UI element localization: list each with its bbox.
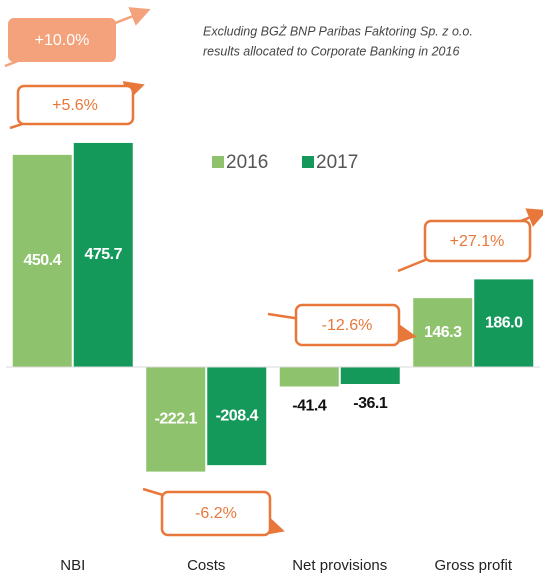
x-tick-label: Gross profit (434, 557, 512, 574)
bar (279, 367, 339, 387)
value-label: -208.4 (216, 407, 259, 424)
bar (474, 279, 534, 367)
note-line: results allocated to Corporate Banking i… (203, 44, 459, 58)
annotation: -6.2% (195, 505, 237, 522)
value-label: -222.1 (155, 411, 198, 428)
bar (207, 367, 267, 466)
bar (413, 298, 473, 367)
bar (146, 367, 206, 472)
legend-swatch (302, 156, 314, 168)
bar (340, 367, 400, 385)
value-label: 146.3 (424, 324, 462, 341)
legend-label: 2016 (226, 152, 268, 173)
annotation-box (294, 303, 401, 347)
legend-label: 2017 (316, 152, 358, 173)
note-line: Excluding BGŻ BNP Paribas Faktoring Sp. … (203, 24, 473, 38)
bar (73, 142, 133, 367)
note: Excluding BGŻ BNP Paribas Faktoring Sp. … (203, 24, 473, 58)
x-tick-label: Net provisions (292, 557, 387, 574)
annotation: +5.6% (52, 97, 98, 114)
x-tick-label: Costs (187, 557, 225, 574)
annotation: +10.0% (35, 32, 90, 49)
x-tick-label: NBI (60, 557, 85, 574)
legend-swatch (212, 156, 224, 168)
annotation-box (423, 219, 532, 263)
value-label: 186.0 (485, 314, 523, 331)
annotation-box (16, 84, 135, 126)
value-label: -36.1 (353, 395, 388, 412)
annotation: +27.1% (450, 233, 505, 250)
bar (12, 154, 72, 367)
annotation-box (8, 18, 116, 62)
value-label: 475.7 (84, 246, 122, 263)
annotation: -12.6% (322, 317, 373, 334)
annotation-box (160, 490, 272, 537)
value-label: -41.4 (292, 398, 327, 415)
value-label: 450.4 (23, 252, 61, 269)
